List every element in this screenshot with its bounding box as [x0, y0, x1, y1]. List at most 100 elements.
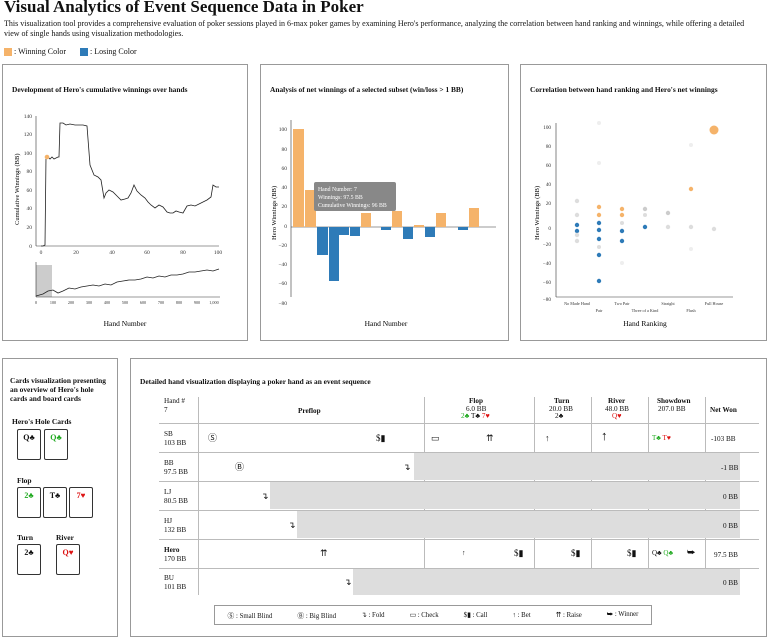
- player-pos: BB: [164, 459, 174, 467]
- y-tick: 140: [24, 114, 33, 120]
- bar: [305, 190, 316, 227]
- y-axis-label: Hero Winnings (BB): [271, 186, 278, 240]
- call-icon: $▮: [514, 548, 524, 558]
- point: [665, 210, 671, 216]
- player-net: 97.5 BB: [714, 551, 738, 559]
- hand-panel: Detailed hand visualization displaying a…: [130, 358, 767, 637]
- cards-panel: Cards visualization presenting an overvi…: [2, 358, 118, 637]
- x-tick: 100: [214, 250, 223, 256]
- hand-title: Detailed hand visualization displaying a…: [140, 377, 371, 386]
- point: [619, 228, 625, 234]
- y-tick: 60: [546, 163, 552, 169]
- point: [574, 232, 580, 238]
- x-tick: 500: [122, 300, 128, 305]
- category-label: Three of a Kind: [632, 308, 660, 313]
- category-label: No Made Hand: [564, 301, 591, 306]
- y-tick: 100: [543, 125, 551, 131]
- x-tick: 800: [176, 300, 182, 305]
- point: [596, 220, 602, 226]
- y-tick: −40: [543, 261, 552, 267]
- x-tick: 400: [104, 300, 110, 305]
- player-stack: 97.5 BB: [164, 468, 188, 476]
- x-tick: 300: [86, 300, 92, 305]
- point: [574, 222, 580, 228]
- y-tick: 100: [279, 127, 288, 133]
- x-tick: 600: [140, 300, 146, 305]
- point: [711, 226, 717, 232]
- brush-selection[interactable]: [36, 265, 52, 297]
- cumulative-line: [41, 122, 219, 247]
- turn-pot: 20.0 BB: [549, 405, 573, 413]
- river-label: River: [56, 533, 74, 542]
- hole-cards-label: Hero's Hole Cards: [12, 417, 72, 426]
- bar: [458, 227, 468, 230]
- player-stack: 132 BB: [164, 526, 187, 534]
- card-suit: ♣: [29, 433, 35, 442]
- col-net: Net Won: [710, 406, 737, 414]
- hole-card: Q♣: [17, 429, 41, 460]
- point: [597, 121, 601, 125]
- big-blind-icon: Ⓑ: [297, 613, 305, 620]
- player-net: -103 BB: [711, 435, 736, 443]
- small-blind-icon: Ⓢ: [227, 613, 235, 620]
- x-axis-label: Hand Number: [365, 319, 408, 328]
- y-tick: 40: [27, 206, 33, 212]
- point: [574, 212, 580, 218]
- point: [597, 245, 601, 249]
- point: [642, 224, 648, 230]
- bar: [469, 208, 479, 227]
- x-tick: 0: [35, 300, 37, 305]
- hand-number: 7: [164, 406, 168, 414]
- point: [709, 125, 719, 135]
- selected-hand-marker[interactable]: [44, 154, 50, 160]
- point: [665, 224, 671, 230]
- point: [574, 198, 580, 204]
- legend-small-blind: Ⓢ : Small Blind: [227, 613, 273, 620]
- y-tick: 80: [282, 147, 288, 153]
- player-stack: 103 BB: [164, 439, 187, 447]
- col-preflop: Preflop: [298, 407, 321, 415]
- player-net: 0 BB: [723, 522, 738, 530]
- bar: [339, 227, 349, 235]
- col-turn: Turn: [554, 397, 570, 405]
- scatter-points: [574, 121, 719, 284]
- player-stack: 170 BB: [164, 555, 187, 563]
- legend-raise: ⇈ : Raise: [555, 612, 582, 619]
- subset-panel: Analysis of net winnings of a selected s…: [260, 64, 509, 341]
- legend-big-blind: Ⓑ : Big Blind: [297, 613, 337, 620]
- player-pos: SB: [164, 430, 173, 438]
- point: [619, 238, 625, 244]
- correlation-chart[interactable]: 100 80 60 40 20 0 −20 −40 −60 −80: [521, 65, 766, 340]
- bar: [392, 211, 402, 227]
- card-rank: 7: [76, 491, 81, 500]
- cumulative-chart[interactable]: 140 120 100 80 60 40 20 0 0 20 40 60 80 …: [3, 65, 247, 340]
- y-tick: −20: [543, 242, 552, 248]
- card-rank: T: [49, 491, 56, 500]
- x-tick: 80: [180, 250, 186, 256]
- card-rank: 2: [24, 491, 29, 500]
- category-label: Two Pair: [614, 301, 630, 306]
- subset-title: Analysis of net winnings of a selected s…: [270, 85, 464, 94]
- subset-chart[interactable]: 100 80 60 40 20 0 −20 −40 −60 −80: [261, 65, 508, 340]
- point: [619, 212, 625, 218]
- winner-icon: ⮩: [606, 611, 614, 618]
- card-suit: ♥: [68, 548, 74, 557]
- card-suit: ♣: [28, 548, 34, 557]
- y-tick: −40: [278, 262, 287, 268]
- tooltip-line: Winnings: 97.5 BB: [318, 195, 363, 201]
- cards-title: Cards visualization presenting an overvi…: [10, 376, 106, 403]
- showdown-pot: 207.0 BB: [658, 405, 686, 413]
- flop-card: 7♥: [69, 487, 93, 518]
- overview-line: [35, 268, 220, 297]
- page-title: Visual Analytics of Event Sequence Data …: [4, 0, 364, 16]
- point: [574, 238, 580, 244]
- bar: [329, 227, 339, 281]
- point: [596, 278, 602, 284]
- player-net: 0 BB: [723, 493, 738, 501]
- hand-label: Hand #: [164, 397, 185, 405]
- x-tick: 20: [73, 250, 79, 256]
- y-axis-label: Hero Winnings (BB): [534, 186, 541, 240]
- river-pot: 48.0 BB: [605, 405, 629, 413]
- tooltip-line: Cumulative Winnings: 96 BB: [318, 203, 387, 209]
- player-pos: Hero: [164, 546, 180, 554]
